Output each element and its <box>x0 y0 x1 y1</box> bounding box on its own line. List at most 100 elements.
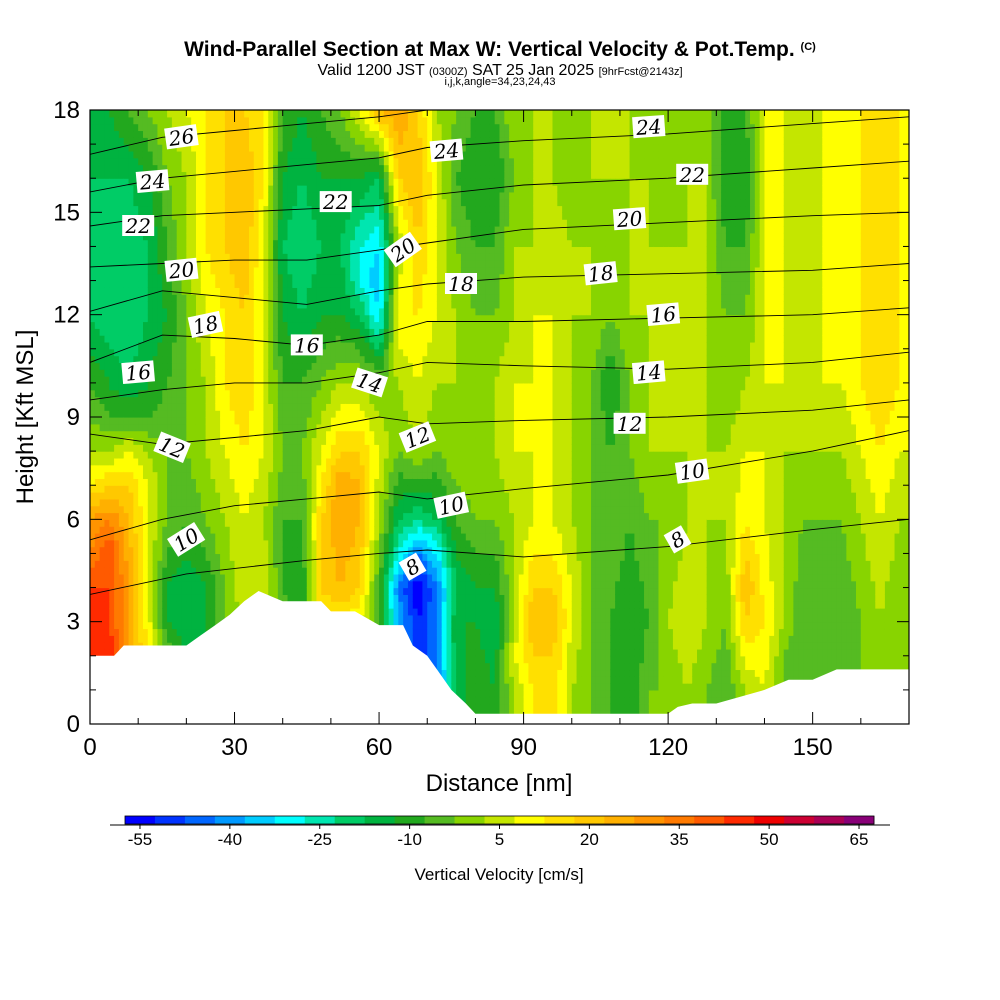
vv-cell <box>301 301 308 309</box>
vv-cell <box>248 567 255 575</box>
vv-cell <box>220 423 226 432</box>
vv-cell <box>234 273 240 282</box>
vv-cell <box>104 157 110 166</box>
vv-cell <box>340 567 346 575</box>
vv-cell <box>306 266 313 275</box>
vv-cell <box>90 505 96 514</box>
vv-cell <box>273 246 279 254</box>
vv-cell <box>273 389 279 398</box>
vv-cell <box>171 246 178 254</box>
vv-cell <box>335 512 342 520</box>
vv-cell <box>335 246 342 254</box>
vv-cell <box>210 341 216 350</box>
vv-cell <box>277 478 284 486</box>
vv-cell <box>345 137 351 145</box>
vv-cell <box>104 280 110 288</box>
vv-cell <box>340 287 346 295</box>
vv-cell <box>340 505 346 514</box>
vv-cell <box>167 123 173 132</box>
vv-cell <box>195 567 202 575</box>
vv-cell <box>354 478 361 486</box>
vv-cell <box>90 417 96 425</box>
vv-cell <box>191 110 197 118</box>
vv-cell <box>104 553 110 561</box>
vv-cell <box>306 498 313 507</box>
vv-cell <box>210 403 216 411</box>
vv-cell <box>321 478 327 486</box>
vv-cell <box>301 519 308 527</box>
vv-cell <box>114 328 120 336</box>
vv-cell <box>90 403 96 411</box>
vv-cell <box>152 519 159 527</box>
vv-cell <box>311 546 318 555</box>
vv-cell <box>224 287 231 295</box>
vv-cell <box>186 328 192 336</box>
vv-cell <box>186 560 192 568</box>
vv-cell <box>147 532 154 541</box>
vv-cell <box>263 314 269 323</box>
vv-cell <box>191 498 197 507</box>
vv-cell <box>239 260 245 268</box>
vv-cell <box>147 253 154 261</box>
vv-cell <box>301 157 308 166</box>
vv-cell <box>268 198 274 207</box>
vv-cell <box>210 171 216 179</box>
vv-cell <box>123 546 130 555</box>
vv-cell <box>282 164 289 172</box>
vv-cell <box>176 239 183 248</box>
vv-cell <box>345 294 351 302</box>
vv-cell <box>176 205 183 213</box>
vv-cell <box>167 560 173 568</box>
vv-cell <box>229 280 236 288</box>
vv-cell <box>311 553 318 561</box>
vv-cell <box>176 410 183 418</box>
vv-cell <box>330 273 337 282</box>
vv-cell <box>195 519 202 527</box>
vv-cell <box>311 376 318 384</box>
vv-cell <box>215 417 221 425</box>
vv-cell <box>350 492 356 500</box>
vv-cell <box>229 246 236 254</box>
vv-cell <box>229 539 236 548</box>
vv-cell <box>301 389 308 398</box>
vv-cell <box>253 260 260 268</box>
vv-cell <box>118 212 125 220</box>
vv-cell <box>244 280 250 288</box>
vv-cell <box>282 362 289 370</box>
vv-cell <box>268 150 274 159</box>
vv-cell <box>186 614 192 623</box>
vv-cell <box>152 191 159 200</box>
vv-cell <box>321 110 327 118</box>
vv-cell <box>171 219 178 227</box>
vv-cell <box>114 437 120 445</box>
vv-cell <box>258 437 265 445</box>
vv-cell <box>244 396 250 404</box>
vv-cell <box>277 396 284 404</box>
vv-cell <box>297 123 303 132</box>
vv-cell <box>90 307 96 316</box>
vv-cell <box>205 198 212 207</box>
vv-cell <box>306 171 313 179</box>
vv-cell <box>287 178 293 186</box>
vv-cell <box>345 587 351 595</box>
vv-cell <box>234 328 240 336</box>
vv-cell <box>248 225 255 234</box>
vv-cell <box>186 396 192 404</box>
vv-cell <box>128 410 134 418</box>
vv-cell <box>229 314 236 323</box>
vv-cell <box>239 594 245 602</box>
vv-cell <box>316 301 322 309</box>
vv-cell <box>335 580 342 589</box>
vv-cell <box>311 185 318 193</box>
vv-cell <box>297 444 303 452</box>
vv-cell <box>90 123 96 132</box>
vv-cell <box>306 451 313 459</box>
vv-cell <box>200 294 207 302</box>
vv-cell <box>244 403 250 411</box>
vv-cell <box>133 539 139 548</box>
vv-cell <box>316 178 322 186</box>
vv-cell <box>244 369 250 377</box>
vv-cell <box>109 417 115 425</box>
vv-cell <box>133 273 139 282</box>
vv-cell <box>248 355 255 364</box>
